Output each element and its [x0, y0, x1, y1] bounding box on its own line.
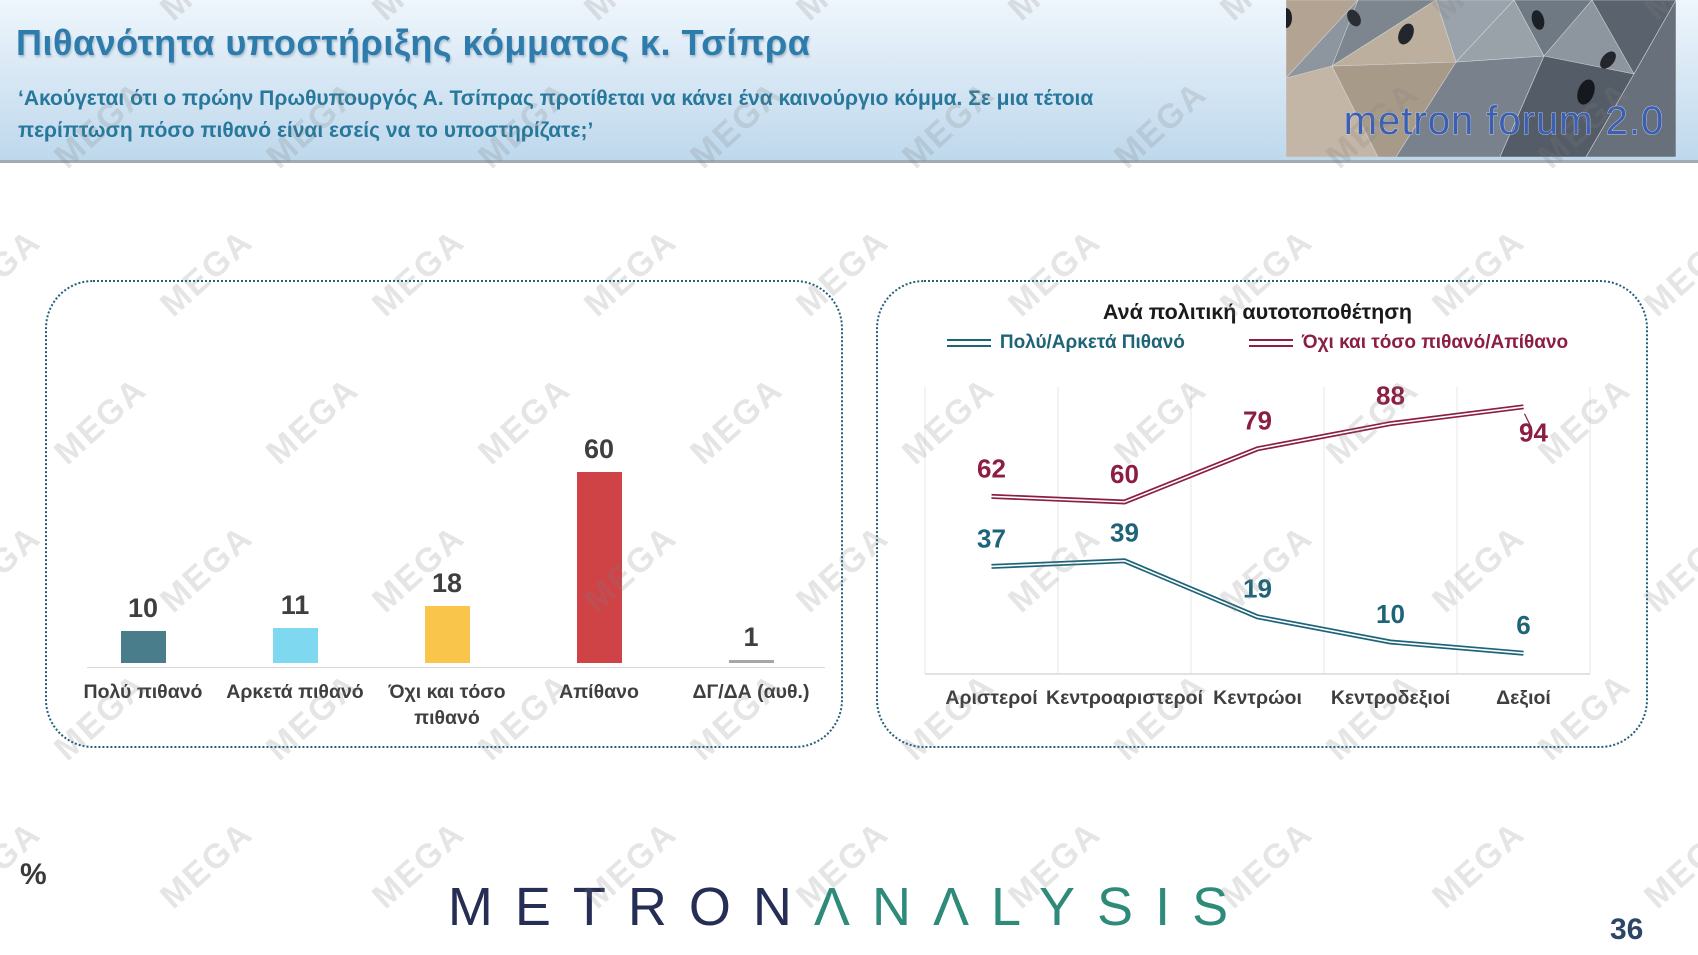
series-1-value-3: 88: [1376, 380, 1405, 410]
bar-chart-panel: 10 Πολύ πιθανό 11 Αρκετά πιθανό 18 Όχι και τό…: [45, 280, 843, 748]
bar-category-4: ΔΓ/ΔΑ (αυθ.): [692, 681, 810, 703]
mega-watermark: MEGA: [0, 222, 49, 325]
bar-value-3: 60: [583, 434, 615, 465]
bar-value-2: 18: [431, 567, 463, 598]
header-band: Πιθανότητα υποστήριξης κόμματος κ. Τσίπρ…: [0, 0, 1698, 163]
line-chart-legend: Πολύ/Αρκετά Πιθανό Όχι και τόσο πιθανό/Απ…: [905, 332, 1610, 354]
series-0-value-2: 19: [1243, 574, 1272, 604]
series-0-value-4: 6: [1516, 610, 1530, 640]
metron-forum-logo-text: metron forum 2.0: [1344, 99, 1665, 143]
line-category-1: Κεντροαριστεροί: [1046, 687, 1203, 709]
bar-0: [120, 631, 166, 663]
bar-category-3: Απίθανο: [559, 681, 639, 703]
bar-3: [576, 472, 622, 663]
legend-label-1: Όχι και τόσο πιθανό/Απίθανο: [1301, 332, 1569, 353]
bar-value-0: 10: [127, 593, 159, 624]
line-chart-panel: Ανά πολιτική αυτοτοποθέτηση Πολύ/Αρκετά …: [876, 280, 1648, 748]
line-chart: Αριστεροί Κεντροαριστεροί Κεντρώοι Κεντροδε…: [924, 380, 1591, 709]
metron-analysis-logo-metron: METRON: [447, 877, 814, 937]
metron-analysis-logo: METRONΛNΛLYSIS: [0, 876, 1698, 938]
legend-swatch-0: [946, 339, 991, 347]
metron-forum-logo-image: metron forum 2.0: [1286, 0, 1676, 157]
series-1-value-0: 62: [977, 453, 1006, 483]
legend-item-0: Πολύ/Αρκετά Πιθανό: [946, 332, 1185, 354]
bar-chart-baseline: [87, 667, 825, 668]
metron-forum-logo: metron forum 2.0: [1286, 0, 1676, 157]
page-title: Πιθανότητα υποστήριξης κόμματος κ. Τσίπρ…: [16, 22, 811, 63]
line-chart-title: Ανά πολιτική αυτοτοποθέτηση: [1102, 300, 1413, 324]
series-1-value-2: 79: [1243, 406, 1272, 436]
label-leader-line: [1523, 413, 1533, 429]
legend-swatch-1: [1248, 339, 1293, 347]
bar-value-1: 11: [280, 590, 310, 621]
page-number: 36: [1610, 913, 1644, 946]
line-category-3: Κεντροδεξιοί: [1331, 687, 1450, 709]
series-1-value-4: 94: [1519, 418, 1548, 448]
page-subtitle: ‘Ακούγεται ότι ο πρώην Πρωθυπουργός Α. Τ…: [18, 87, 1094, 142]
mega-watermark: MEGA: [0, 518, 49, 621]
percent-unit-label: %: [20, 858, 47, 891]
legend-item-1: Όχι και τόσο πιθανό/Απίθανο: [1248, 332, 1569, 354]
bar-4: [728, 659, 774, 663]
bar-category-1: Αρκετά πιθανό: [226, 681, 364, 703]
bar-category-2: Όχι και τόσο πιθανό: [388, 681, 506, 730]
legend-label-0: Πολύ/Αρκετά Πιθανό: [999, 332, 1185, 353]
series-1-value-1: 60: [1110, 459, 1139, 489]
bar-value-4: 1: [743, 621, 759, 652]
line-category-4: Δεξιοί: [1496, 687, 1551, 709]
series-0-value-1: 39: [1110, 518, 1139, 548]
bar-category-0: Πολύ πιθανό: [83, 681, 203, 703]
line-category-2: Κεντρώοι: [1213, 687, 1302, 709]
bar-1: [272, 628, 318, 663]
line-category-0: Αριστεροί: [945, 687, 1037, 709]
series-line-core-0: [991, 559, 1524, 654]
series-0-value-0: 37: [977, 523, 1006, 553]
series-line-core-1: [991, 406, 1524, 503]
metron-analysis-logo-analysis: ΛNΛLYSIS: [813, 877, 1251, 937]
bar-2: [424, 605, 470, 663]
series-0-value-3: 10: [1376, 599, 1405, 629]
